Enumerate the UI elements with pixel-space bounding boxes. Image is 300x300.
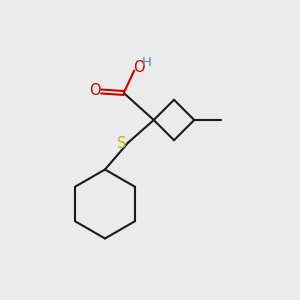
Text: O: O [89, 83, 100, 98]
Text: S: S [117, 136, 126, 152]
Text: H: H [142, 56, 152, 69]
Text: O: O [133, 60, 145, 75]
